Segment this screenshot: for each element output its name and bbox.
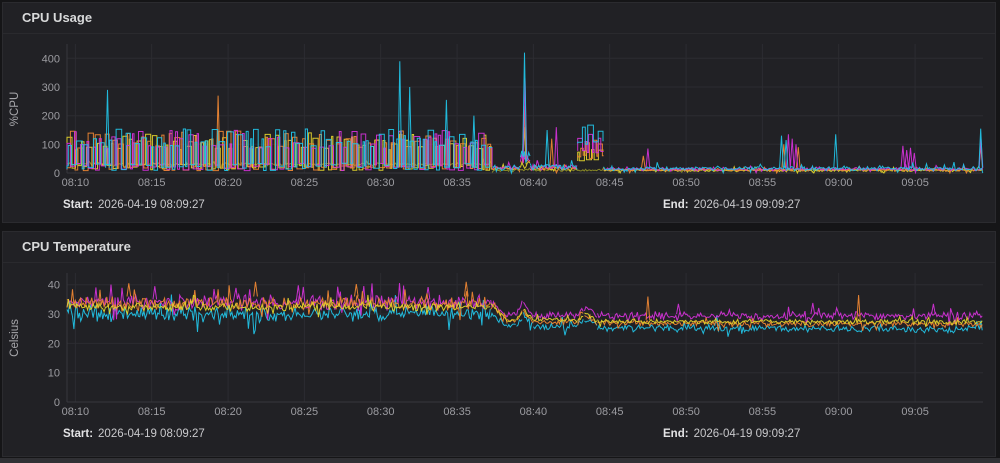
svg-text:08:15: 08:15 (138, 406, 166, 418)
cpu-temperature-footer: Start: 2026-04-19 08:09:27 End: 2026-04-19… (3, 419, 995, 455)
end-label: End: (663, 428, 689, 440)
svg-text:08:25: 08:25 (291, 406, 319, 418)
cpu-usage-panel: CPU Usage 0 100 200 300 400 08:10 08:15 08:20 08… (2, 2, 996, 223)
end-value: 2026-04-19 09:09:27 (693, 199, 801, 211)
svg-text:0: 0 (54, 168, 60, 180)
start-value: 2026-04-19 08:09:27 (98, 428, 205, 440)
svg-text:09:05: 09:05 (901, 177, 929, 189)
svg-text:08:10: 08:10 (62, 177, 90, 189)
start-value: 2026-04-19 08:09:27 (98, 199, 205, 211)
svg-text:08:35: 08:35 (443, 177, 471, 189)
svg-text:08:50: 08:50 (672, 406, 700, 418)
svg-text:08:30: 08:30 (367, 177, 395, 189)
cpu-temperature-chart[interactable]: 0 10 20 30 40 08:10 08:15 08:20 08:25 08:30 08:35 0… (3, 263, 995, 419)
svg-text:10: 10 (48, 368, 60, 380)
end-value: 2026-04-19 09:09:27 (693, 428, 801, 440)
page-bottom-strip (0, 458, 1000, 463)
start-timestamp: Start: 2026-04-19 08:09:27 (63, 428, 205, 440)
svg-text:08:40: 08:40 (520, 406, 548, 418)
svg-text:30: 30 (48, 309, 60, 321)
svg-text:400: 400 (42, 53, 60, 65)
svg-text:100: 100 (42, 139, 60, 151)
end-timestamp: End: 2026-04-19 09:09:27 (663, 199, 800, 211)
svg-text:08:20: 08:20 (214, 177, 242, 189)
svg-text:08:25: 08:25 (291, 177, 319, 189)
cpu-temperature-panel-title: CPU Temperature (22, 239, 131, 254)
cpu-usage-panel-header: CPU Usage (3, 3, 995, 34)
svg-text:08:10: 08:10 (62, 406, 90, 418)
svg-text:40: 40 (48, 280, 60, 292)
svg-text:08:55: 08:55 (749, 177, 777, 189)
svg-text:0: 0 (54, 397, 60, 409)
start-timestamp: Start: 2026-04-19 08:09:27 (63, 199, 205, 211)
svg-text:%CPU: %CPU (9, 92, 21, 127)
cpu-usage-footer: Start: 2026-04-19 08:09:27 End: 2026-04-19… (3, 190, 995, 226)
cpu-usage-panel-title: CPU Usage (22, 10, 93, 25)
svg-text:08:20: 08:20 (214, 406, 242, 418)
svg-text:300: 300 (42, 82, 60, 94)
svg-text:08:55: 08:55 (749, 406, 777, 418)
svg-text:08:50: 08:50 (672, 177, 700, 189)
svg-text:20: 20 (48, 338, 60, 350)
svg-text:08:40: 08:40 (520, 177, 548, 189)
cpu-usage-chart[interactable]: 0 100 200 300 400 08:10 08:15 08:20 08:25 08:30 08… (3, 34, 995, 190)
svg-text:08:15: 08:15 (138, 177, 166, 189)
cpu-temperature-panel: CPU Temperature 0 10 20 30 40 08:10 08:15 08:20… (2, 231, 996, 457)
svg-text:08:45: 08:45 (596, 406, 624, 418)
cpu-temperature-panel-header: CPU Temperature (3, 232, 995, 263)
end-label: End: (663, 199, 689, 211)
svg-text:09:00: 09:00 (825, 406, 853, 418)
svg-text:200: 200 (42, 111, 60, 123)
start-label: Start: (63, 428, 94, 440)
svg-text:08:35: 08:35 (443, 406, 471, 418)
end-timestamp: End: 2026-04-19 09:09:27 (663, 428, 800, 440)
svg-text:09:05: 09:05 (901, 406, 929, 418)
svg-text:08:30: 08:30 (367, 406, 395, 418)
svg-text:08:45: 08:45 (596, 177, 624, 189)
svg-text:09:00: 09:00 (825, 177, 853, 189)
svg-text:Celsius: Celsius (9, 319, 21, 357)
start-label: Start: (63, 199, 94, 211)
